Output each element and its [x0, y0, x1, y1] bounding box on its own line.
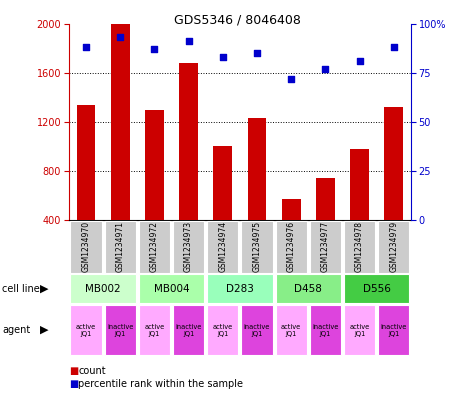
Text: MB002: MB002 [85, 284, 121, 294]
Point [219, 54, 227, 60]
Bar [350, 149, 369, 220]
Text: GSM1234978: GSM1234978 [355, 221, 364, 272]
Bar [70, 274, 136, 303]
Bar [241, 305, 273, 355]
Point [151, 46, 158, 52]
Bar [276, 274, 341, 303]
Text: GDS5346 / 8046408: GDS5346 / 8046408 [174, 14, 301, 27]
Bar [139, 305, 170, 355]
Bar [207, 274, 273, 303]
Text: D556: D556 [363, 284, 390, 294]
Bar [179, 63, 198, 220]
Point [185, 38, 192, 44]
Bar [76, 105, 95, 220]
Text: inactive
JQ1: inactive JQ1 [244, 323, 270, 337]
Bar [207, 305, 238, 355]
Text: active
JQ1: active JQ1 [281, 323, 301, 337]
Text: GSM1234976: GSM1234976 [287, 221, 295, 272]
Text: active
JQ1: active JQ1 [213, 323, 233, 337]
Bar [139, 274, 204, 303]
Text: GSM1234973: GSM1234973 [184, 221, 193, 272]
Point [322, 66, 329, 72]
Bar [104, 305, 136, 355]
Bar [378, 305, 409, 355]
Bar [384, 107, 403, 220]
Bar [207, 220, 238, 273]
Bar [173, 220, 204, 273]
Text: ■: ■ [69, 379, 78, 389]
Text: cell line: cell line [2, 284, 40, 294]
Bar [173, 305, 204, 355]
Text: GSM1234970: GSM1234970 [82, 221, 90, 272]
Bar [70, 220, 102, 273]
Text: GSM1234972: GSM1234972 [150, 221, 159, 272]
Point [356, 58, 363, 64]
Point [82, 44, 90, 50]
Bar [213, 146, 232, 220]
Bar [247, 118, 266, 220]
Text: inactive
JQ1: inactive JQ1 [312, 323, 339, 337]
Bar [111, 24, 130, 220]
Text: GSM1234971: GSM1234971 [116, 221, 124, 272]
Bar [70, 305, 102, 355]
Text: GSM1234977: GSM1234977 [321, 221, 330, 272]
Bar [310, 220, 341, 273]
Point [253, 50, 261, 56]
Bar [104, 220, 136, 273]
Bar [344, 305, 375, 355]
Bar [139, 220, 170, 273]
Text: inactive
JQ1: inactive JQ1 [175, 323, 202, 337]
Bar [145, 110, 164, 220]
Text: percentile rank within the sample: percentile rank within the sample [78, 379, 243, 389]
Text: ▶: ▶ [40, 325, 48, 335]
Text: agent: agent [2, 325, 30, 335]
Text: inactive
JQ1: inactive JQ1 [107, 323, 133, 337]
Point [390, 44, 398, 50]
Text: GSM1234975: GSM1234975 [253, 221, 261, 272]
Bar [241, 220, 273, 273]
Text: GSM1234974: GSM1234974 [218, 221, 227, 272]
Text: D458: D458 [294, 284, 322, 294]
Text: active
JQ1: active JQ1 [350, 323, 370, 337]
Bar [276, 305, 307, 355]
Text: inactive
JQ1: inactive JQ1 [380, 323, 407, 337]
Text: active
JQ1: active JQ1 [76, 323, 96, 337]
Text: ▶: ▶ [40, 284, 48, 294]
Bar [344, 274, 409, 303]
Point [287, 75, 295, 82]
Text: D283: D283 [226, 284, 254, 294]
Bar [344, 220, 375, 273]
Bar [282, 199, 301, 220]
Bar [378, 220, 409, 273]
Text: count: count [78, 366, 106, 376]
Text: active
JQ1: active JQ1 [144, 323, 164, 337]
Point [116, 34, 124, 40]
Bar [310, 305, 341, 355]
Bar [276, 220, 307, 273]
Text: GSM1234979: GSM1234979 [390, 221, 398, 272]
Text: MB004: MB004 [153, 284, 189, 294]
Bar [316, 178, 335, 220]
Text: ■: ■ [69, 366, 78, 376]
